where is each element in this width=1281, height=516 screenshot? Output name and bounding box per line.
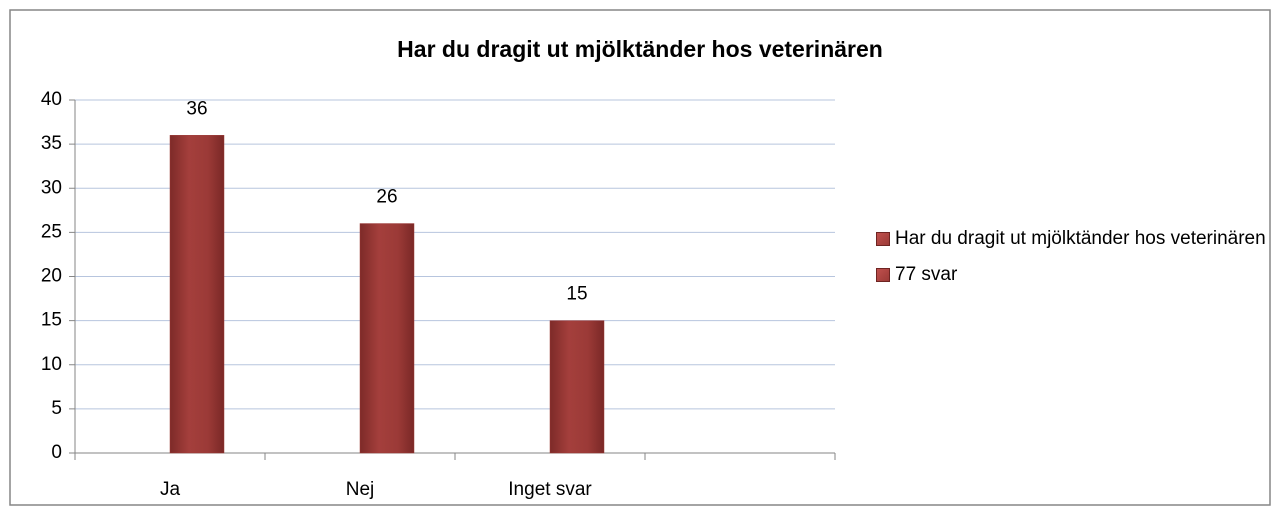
x-tick-label: Nej bbox=[346, 479, 375, 500]
y-tick-label: 25 bbox=[41, 221, 62, 242]
y-tick-label: 20 bbox=[41, 266, 62, 287]
y-tick-label: 30 bbox=[41, 177, 62, 198]
y-tick-label: 10 bbox=[41, 354, 62, 375]
legend-label: Har du dragit ut mjölktänder hos veterin… bbox=[895, 228, 1266, 249]
legend-item: Har du dragit ut mjölktänder hos veterin… bbox=[876, 222, 1266, 256]
chart-title: Har du dragit ut mjölktänder hos veterin… bbox=[397, 36, 883, 62]
y-tick-label: 40 bbox=[41, 89, 62, 110]
data-label: 15 bbox=[566, 284, 587, 305]
data-label: 26 bbox=[376, 187, 397, 208]
y-tick-label: 5 bbox=[51, 398, 62, 419]
y-tick-label: 35 bbox=[41, 133, 62, 154]
legend: Har du dragit ut mjölktänder hos veterin… bbox=[876, 222, 1266, 294]
bar bbox=[359, 223, 415, 454]
legend-swatch bbox=[876, 268, 890, 282]
legend-item: 77 svar bbox=[876, 258, 1266, 292]
y-tick-label: 0 bbox=[51, 442, 62, 463]
legend-label: 77 svar bbox=[895, 264, 958, 285]
y-tick-label: 15 bbox=[41, 310, 62, 331]
bar bbox=[549, 320, 605, 454]
legend-swatch bbox=[876, 232, 890, 246]
data-label: 36 bbox=[186, 98, 207, 119]
bar bbox=[169, 135, 225, 454]
x-tick-label: Inget svar bbox=[508, 479, 592, 500]
x-tick-label: Ja bbox=[160, 479, 181, 500]
